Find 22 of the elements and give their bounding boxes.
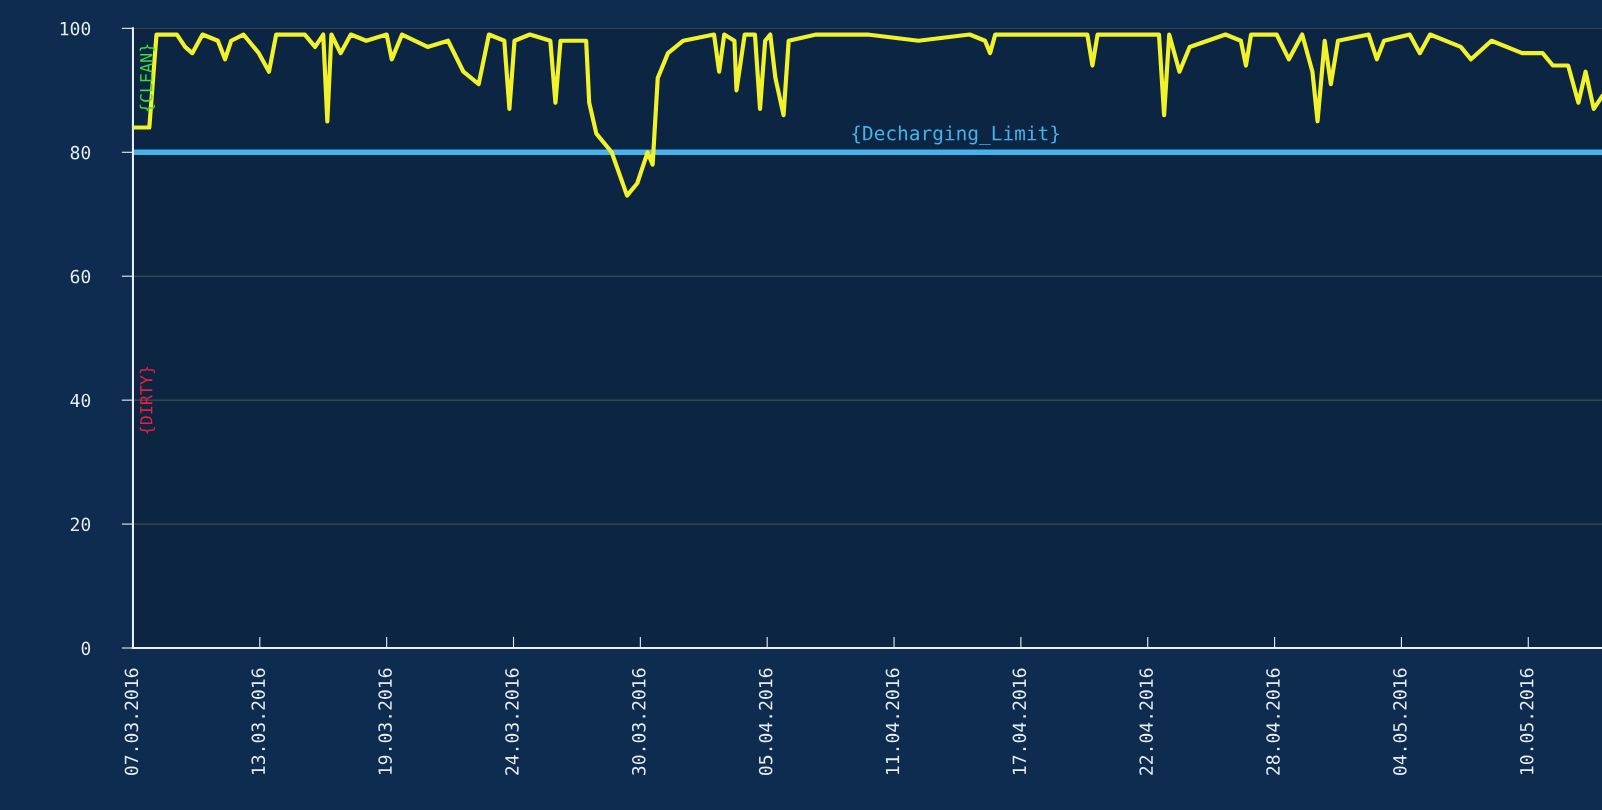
ref-line-label: {Decharging_Limit} xyxy=(852,125,1059,145)
y-tick-label: 0 xyxy=(81,641,91,656)
y-tick-label: 80 xyxy=(70,145,91,160)
x-tick-label: 22.04.2016 xyxy=(1139,668,1154,775)
y-tick-label: 20 xyxy=(70,517,91,532)
x-tick-label: 11.04.2016 xyxy=(885,668,900,774)
x-tick-label: 17.04.2016 xyxy=(1012,668,1027,774)
x-tick-label: 07.03.2016 xyxy=(124,668,139,775)
y-tick-label: 100 xyxy=(60,21,91,36)
x-tick-label: 05.04.2016 xyxy=(758,668,773,775)
x-tick-label: 24.03.2016 xyxy=(505,668,519,775)
x-tick-label: 04.05.2016 xyxy=(1393,668,1407,775)
x-tick-label: 13.03.2016 xyxy=(251,668,266,774)
y-tick-label: 40 xyxy=(70,393,91,408)
line-series xyxy=(132,32,1602,198)
x-tick-label: 10.05.2016 xyxy=(1519,668,1534,774)
annotation: {CLEAN} xyxy=(139,44,156,112)
y-tick-label: 60 xyxy=(70,269,91,284)
x-tick-label: 30.03.2016 xyxy=(631,668,646,775)
annotation: {DIRTY} xyxy=(139,366,156,434)
x-tick-label: 19.03.2016 xyxy=(378,668,392,774)
x-tick-label: 28.04.2016 xyxy=(1266,668,1280,775)
